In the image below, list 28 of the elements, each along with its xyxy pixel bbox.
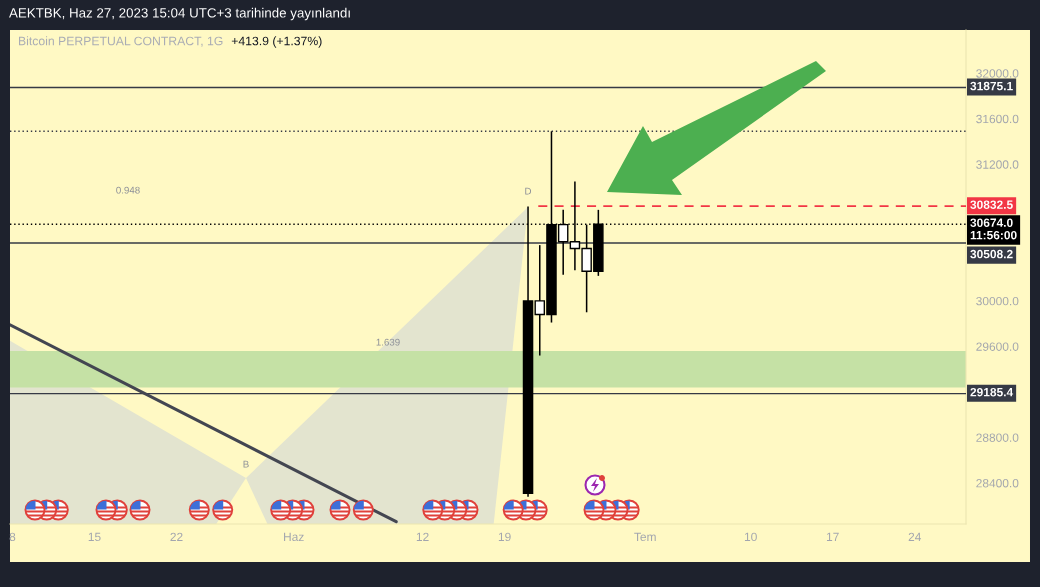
x-tick-label: 24	[908, 532, 922, 541]
x-tick-label: 22	[170, 532, 183, 541]
y-tick-label: 31200.0	[976, 160, 1019, 169]
y-tick-label: 28400.0	[976, 479, 1019, 488]
ref-line-label: 30508.2	[970, 249, 1013, 259]
y-tick-label: 32000.0	[976, 69, 1019, 78]
text: AEKTBK, Haz 27, 2023 15:04 UTC+3 tarihinde yayınlandı	[9, 7, 350, 21]
x-tick-label: Tem	[634, 532, 656, 542]
annotation: 1.639	[376, 338, 400, 346]
annotation: D	[525, 187, 532, 195]
x-tick-label: 19	[498, 532, 511, 542]
chart-title: Bitcoin PERPETUAL CONTRACT, 1G	[19, 36, 223, 47]
x-tick-label: Haz	[284, 532, 304, 542]
y-tick-label: 31600.0	[976, 114, 1019, 124]
x-tick-label: 15	[88, 532, 101, 542]
y-tick-label: 28800.0	[976, 433, 1019, 442]
y-tick-label: 29600.0	[976, 342, 1019, 351]
x-tick-label: 12	[416, 532, 429, 541]
x-tick-label: 10	[744, 532, 757, 542]
annotation: B	[243, 460, 249, 468]
ref-line-label: 30674.0 11:56:00	[970, 218, 1017, 240]
chart-subtitle: +413.9 (+1.37%)	[231, 36, 322, 48]
x-tick-label: 17	[826, 532, 839, 541]
annotation: 0.948	[116, 186, 140, 194]
y-tick-label: 30000.0	[976, 296, 1019, 306]
data-label: 30832.5	[970, 200, 1013, 209]
ref-line-label: 31875.1	[970, 81, 1013, 91]
ref-line-label: 29185.4	[970, 387, 1014, 397]
